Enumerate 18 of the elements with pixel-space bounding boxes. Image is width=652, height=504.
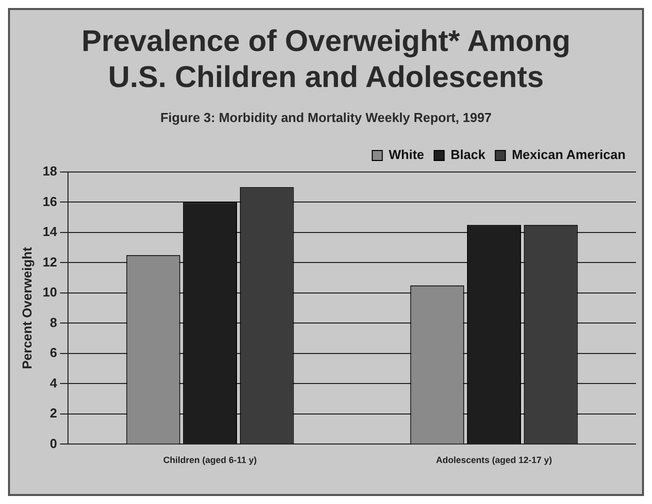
chart-title: Prevalence of Overweight* Among U.S. Children and Adolescents bbox=[80, 24, 572, 96]
y-tick-label: 8 bbox=[50, 314, 58, 330]
y-tick-label: 18 bbox=[42, 164, 58, 179]
legend-label: Black bbox=[450, 147, 486, 162]
y-tick-label: 0 bbox=[50, 436, 58, 451]
legend-label: Mexican American bbox=[512, 147, 626, 162]
x-tick-label: Adolescents (aged 12-17 y) bbox=[436, 455, 552, 466]
y-tick-label: 10 bbox=[42, 284, 58, 300]
y-axis-title: Percent Overweight bbox=[19, 246, 34, 370]
y-tick-label: 6 bbox=[50, 345, 58, 360]
y-tick-label: 4 bbox=[50, 375, 58, 390]
y-tick-label: 12 bbox=[42, 254, 58, 270]
legend-label: White bbox=[388, 147, 424, 162]
y-tick-label: 14 bbox=[42, 224, 58, 240]
chart-subtitle: Figure 3: Morbidity and Mortality Weekly Report, 1997 bbox=[159, 110, 493, 125]
x-tick-label: Children (aged 6-11 y) bbox=[163, 455, 257, 466]
y-tick-label: 2 bbox=[50, 406, 58, 421]
y-tick-label: 16 bbox=[42, 194, 58, 209]
